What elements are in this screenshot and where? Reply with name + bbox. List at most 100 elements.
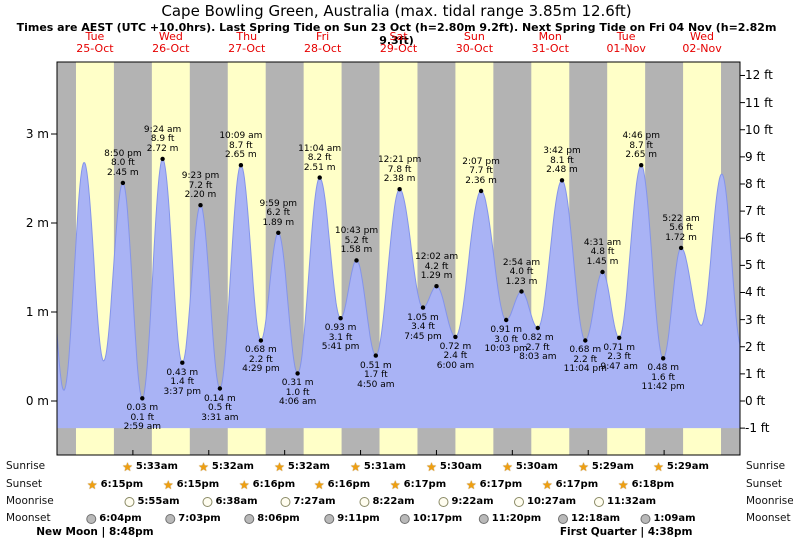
day-weekday: Wed <box>690 30 715 43</box>
sunset-entry: ★ 6:17pm <box>542 478 598 491</box>
moonrise-icon <box>124 496 135 507</box>
annotation-line: 12:21 pm <box>377 155 422 166</box>
tide-annotation-low: 0.68 m 2.2 ft 11:04 pm <box>564 346 607 375</box>
sunset-entry: ★ 6:17pm <box>466 478 522 491</box>
annotation-line: 7.7 ft <box>469 166 493 177</box>
sun-sunrise-icon: ★ <box>198 459 209 474</box>
sun-sunset-icon: ★ <box>86 477 98 492</box>
tide-extreme-dot <box>198 203 203 208</box>
moonset-row-label-left: Moonset <box>6 512 51 524</box>
sunrise-time: 5:29am <box>666 461 709 472</box>
y-axis-label-ft: 12 ft <box>745 68 773 83</box>
sunrise-time: 5:33am <box>135 461 178 472</box>
y-axis-label-ft: 0 ft <box>745 394 766 408</box>
annotation-line: 6.2 ft <box>266 208 291 219</box>
annotation-line: 4:06 am <box>278 397 317 408</box>
page-title: Cape Bowling Green, Australia (max. tida… <box>161 2 632 20</box>
tide-extreme-dot <box>453 334 458 340</box>
annotation-line: 7.2 ft <box>188 180 213 191</box>
annotation-line: 10:43 pm <box>334 226 379 237</box>
annotation-line: 2.65 m <box>225 150 257 161</box>
annotation-line: 0.91 m <box>490 325 522 335</box>
moonset-icon <box>86 513 97 524</box>
annotation-line: 1.7 ft <box>363 370 388 381</box>
sunrise-time: 5:31am <box>363 461 406 472</box>
annotation-line: 8.7 ft <box>229 140 253 151</box>
day-weekday: Tue <box>85 30 105 43</box>
annotation-line: 2.4 ft <box>443 351 468 362</box>
tide-annotation-low: 0.43 m 1.4 ft 3:37 pm <box>163 367 202 398</box>
tide-extreme-dot <box>639 163 644 168</box>
annotation-line: 5.6 ft <box>669 223 693 234</box>
moonset-entry: 12:18am <box>558 512 620 525</box>
annotation-line: 3.0 ft <box>494 334 519 345</box>
plot-border <box>56 61 741 456</box>
moonrise-icon <box>202 496 213 507</box>
annotation-line: 8.7 ft <box>629 140 654 151</box>
day-weekday: Sat <box>389 30 408 43</box>
annotation-line: 2.51 m <box>303 162 336 173</box>
sunrise-time: 5:32am <box>287 461 330 472</box>
moonset-time: 7:03pm <box>178 513 221 524</box>
annotation-line: 0.31 m <box>281 378 314 389</box>
annotation-line: 2.20 m <box>184 190 217 201</box>
tide-annotation-high: 2:54 am 4.0 ft 1.23 m <box>503 258 540 288</box>
annotation-line: 1.45 m <box>586 256 619 267</box>
tide-annotation-high: 11:04 am 8.2 ft 2.51 m <box>298 144 341 174</box>
moonset-entry: 8:06pm <box>244 512 300 525</box>
day-label: Mon 31-Oct <box>532 31 569 55</box>
annotation-line: 8.2 ft <box>307 153 332 164</box>
sunset-time: 6:17pm <box>403 479 447 490</box>
moonrise-time: 5:55am <box>137 496 180 507</box>
annotation-line: 7:45 pm <box>404 331 442 342</box>
moonrise-icon <box>514 496 524 507</box>
sun-sunset-icon: ★ <box>541 477 553 492</box>
annotation-line: 8.0 ft <box>111 158 135 169</box>
y-axis-label-ft: 10 ft <box>745 122 773 137</box>
annotation-line: 3:31 am <box>201 412 239 423</box>
day-label: Wed 02-Nov <box>682 31 721 55</box>
tide-extreme-dot <box>661 356 666 361</box>
tide-annotation-high: 12:21 pm 7.8 ft 2.38 m <box>378 156 421 185</box>
annotation-line: 0.72 m <box>439 341 472 352</box>
annotation-line: 4.0 ft <box>509 267 534 278</box>
annotation-line: 3:37 pm <box>163 386 202 397</box>
tide-annotation-low: 0.48 m 1.6 ft 11:42 pm <box>642 364 685 393</box>
moonrise-time: 6:38am <box>215 496 258 507</box>
annotation-line: 1.4 ft <box>170 377 195 388</box>
moonrise-time: 9:22am <box>451 496 494 507</box>
day-weekday: Tue <box>616 30 636 43</box>
annotation-line: 2.36 m <box>465 175 497 186</box>
day-date: 27-Oct <box>228 42 266 55</box>
annotation-line: 4:46 pm <box>622 131 661 142</box>
sunset-time: 6:15pm <box>176 479 220 490</box>
tide-area <box>57 159 740 429</box>
y-axis-label-ft: 11 ft <box>745 95 773 110</box>
sunset-entry: ★ 6:16pm <box>314 478 370 491</box>
y-axis-label-ft: 4 ft <box>745 285 766 300</box>
annotation-line: 0.51 m <box>359 360 392 371</box>
tide-extreme-dot <box>434 284 439 289</box>
day-label: Wed 26-Oct <box>152 31 189 55</box>
tide-extreme-dot <box>317 175 322 180</box>
moonset-time: 11:20pm <box>491 513 542 524</box>
moonset-icon <box>558 513 568 524</box>
tide-annotation-low: 0.82 m 2.7 ft 8:03 am <box>519 334 556 363</box>
tide-annotation-low: 0.93 m 3.1 ft 5:41 pm <box>322 324 360 353</box>
annotation-line: 3:42 pm <box>543 146 581 157</box>
sunrise-row-label-left: Sunrise <box>6 460 46 472</box>
moonset-icon <box>324 513 335 524</box>
page-subtitle: Times are AEST (UTC +10.0hrs). Last Spri… <box>16 21 777 47</box>
annotation-line: 2.7 ft <box>525 342 550 353</box>
moonrise-entry: 5:55am <box>124 495 180 508</box>
tide-annotation-high: 3:42 pm 8.1 ft 2.48 m <box>543 147 581 176</box>
tide-extreme-dot <box>519 289 524 294</box>
tide-extreme-dot <box>354 258 359 263</box>
y-axis-label-m: 1 m <box>25 305 49 319</box>
annotation-line: 0.43 m <box>166 367 199 378</box>
annotation-line: 1.72 m <box>665 232 697 243</box>
sun-sunrise-icon: ★ <box>350 459 361 474</box>
tide-extreme-dot <box>420 305 426 310</box>
tide-annotation-low: 0.31 m 1.0 ft 4:06 am <box>279 379 316 408</box>
